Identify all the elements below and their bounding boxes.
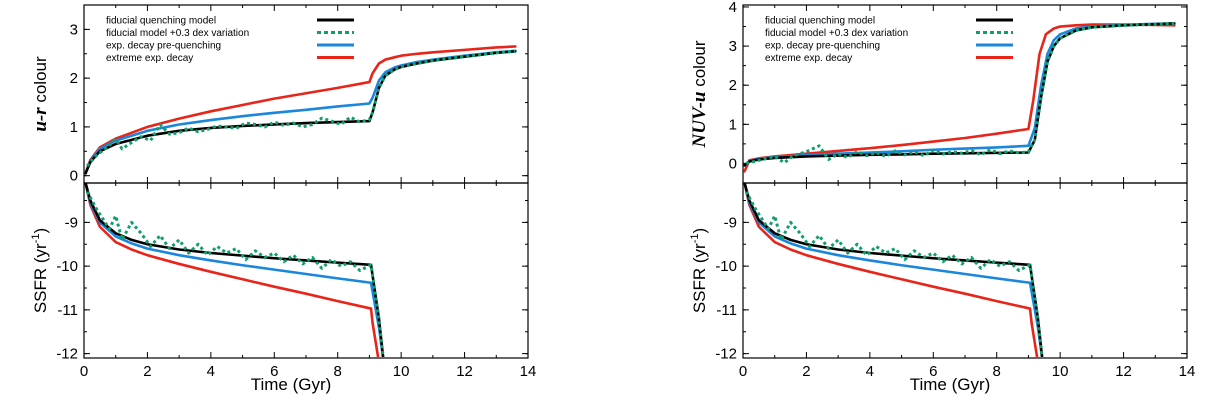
x-tick-label: 6 [270,363,278,380]
x-tick-label: 8 [334,363,342,380]
y-axis-label-italic: u-r [30,107,51,132]
x-tick-label: 10 [1052,363,1069,380]
legend-label: fiducial quenching model [765,16,875,27]
legend-label: extreme exp. decay [765,53,852,64]
y-tick-label: -12 [715,346,737,363]
x-tick-label: 2 [802,363,810,380]
y-tick-label: 0 [729,155,737,172]
y-tick-label: 1 [729,116,737,133]
y-axis-label: u-r colour [30,56,51,132]
y-tick-label: 3 [70,21,78,38]
series-line-fiducial-model-0-3-dex-variation [745,21,1175,165]
x-tick-label: 0 [80,363,88,380]
y-axis-label-main: SSFR (yr [690,243,709,313]
legend-label: fiducial quenching model [106,16,216,27]
y-axis-label-sup: -1 [689,234,701,244]
panel-top-right: 0 1 2 3 4 NUV-u colour fiducial quenching mode… [689,0,1188,184]
y-axis-label: SSFR (yr-1) [689,228,709,313]
y-tick-label: 4 [729,0,737,16]
x-tick-label: 6 [929,363,937,380]
y-tick-label: -11 [57,302,78,319]
y-tick-label: -12 [56,346,78,363]
y-tick-label: -10 [56,258,78,275]
x-tick-label: 14 [520,363,537,380]
series-group [84,45,517,175]
legend-label: fiducial model +0.3 dex variation [106,28,249,39]
series-line-fiducial-quenching-model [84,183,385,358]
plot-frame [742,182,1188,359]
y-axis-label-italic: NUV-u [689,92,710,149]
y-axis-label-main: SSFR (yr [31,243,50,313]
series-line-fiducial-model-0-3-dex-variation [86,49,516,167]
x-tick-label: 4 [866,363,874,380]
y-axis-label: NUV-u colour [689,40,710,148]
series-line-extreme-exp-decay [84,45,517,175]
panel-top-left: 0 1 2 3 u-r colour fiducial quenching modelfi… [30,4,529,185]
legend-label: exp. decay pre-quenching [106,41,221,52]
panel-bottom-right: -9 -10 -11 -120 2 4 6 8 10 12 14 Time (Gyr) SSFR (yr… [689,182,1196,394]
series-line-extreme-exp-decay [743,183,1039,358]
series-line-exp-decay-pre-quenching [84,183,385,358]
x-axis-label: Time (Gyr) [251,375,332,394]
series-line-fiducial-quenching-model [84,50,517,175]
series-line-fiducial-quenching-model [743,183,1044,358]
y-tick-label: 3 [729,38,737,55]
y-axis-label-rest: colour [31,56,50,107]
x-tick-label: 2 [143,363,151,380]
y-tick-label: -10 [715,258,737,275]
series-line-exp-decay-pre-quenching [84,49,517,175]
y-tick-label: 2 [729,77,737,94]
series-group [743,183,1044,358]
series-group [743,21,1176,173]
y-axis-label: SSFR (yr-1) [30,228,50,313]
legend-label: fiducial model +0.3 dex variation [765,28,908,39]
legend-label: extreme exp. decay [106,53,193,64]
x-tick-label: 12 [456,363,473,380]
series-group [84,183,385,358]
x-tick-label: 4 [207,363,215,380]
y-tick-label: -9 [724,214,737,231]
y-tick-label: -9 [65,214,78,231]
x-axis-label: Time (Gyr) [910,375,991,394]
y-tick-label: 2 [70,70,78,87]
y-tick-label: 1 [70,119,78,136]
x-tick-label: 0 [739,363,747,380]
y-axis-label-close: ) [690,228,709,234]
x-tick-label: 14 [1179,363,1196,380]
y-axis-label-sup: -1 [30,234,42,244]
plot-frame [83,182,529,359]
y-axis-label-close: ) [31,228,50,234]
series-line-exp-decay-pre-quenching [743,183,1044,358]
legend-label: exp. decay pre-quenching [765,41,880,52]
x-tick-label: 10 [393,363,410,380]
x-tick-label: 8 [993,363,1001,380]
x-tick-label: 12 [1115,363,1132,380]
y-tick-label: -11 [716,302,737,319]
y-axis-label-rest: colour [690,40,709,91]
series-line-extreme-exp-decay [84,183,380,358]
panel-bottom-left: -9 -10 -11 -120 2 4 6 8 10 12 14 Time (Gyr) SSFR (yr… [30,182,537,394]
y-tick-label: 0 [70,168,78,185]
